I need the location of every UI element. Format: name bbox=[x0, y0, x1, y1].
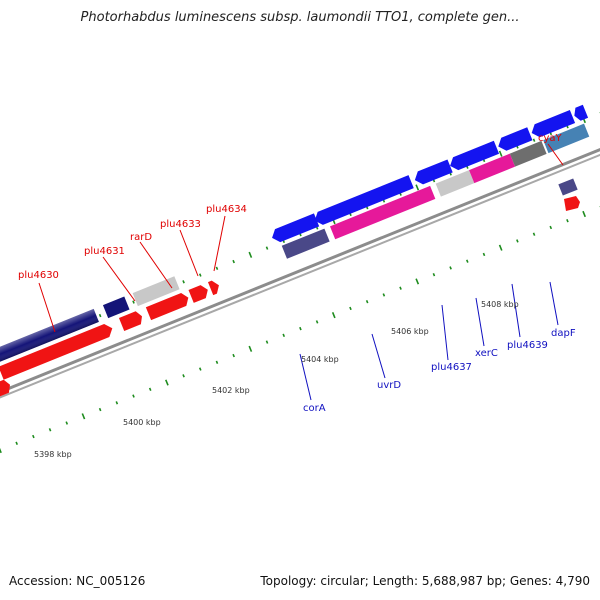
gene-feature-plu4634b[interactable] bbox=[207, 279, 222, 296]
gene-feature-plu4637[interactable] bbox=[435, 170, 475, 197]
inner-track-tick bbox=[465, 259, 469, 263]
outer-track-tick bbox=[98, 313, 102, 318]
inner-track-tick bbox=[132, 394, 135, 398]
inner-tick-track bbox=[0, 205, 600, 454]
inner-track-tick bbox=[32, 434, 35, 439]
gene-label-xerC[interactable]: xerC bbox=[475, 348, 498, 359]
gene-feature-cyaY[interactable] bbox=[558, 178, 578, 196]
inner-track-tick bbox=[549, 225, 553, 230]
gene-feature-plu4630-rev[interactable] bbox=[0, 322, 115, 380]
inner-track-tick bbox=[582, 210, 586, 218]
kbp-label-5406: 5406 kbp bbox=[391, 327, 429, 336]
gene-label-rarD[interactable]: rarD bbox=[130, 232, 152, 243]
gene-label-uvrD[interactable]: uvrD bbox=[377, 380, 401, 391]
gene-feature-plu4631[interactable] bbox=[102, 296, 130, 319]
inner-track-tick bbox=[248, 345, 253, 352]
gene-feature-rarD[interactable] bbox=[132, 276, 180, 307]
outer-track-tick bbox=[232, 259, 235, 264]
outer-track-tick bbox=[198, 273, 202, 277]
accession-text: Accession: NC_005126 bbox=[9, 574, 146, 588]
outer-track-tick bbox=[215, 266, 219, 271]
inner-track-tick bbox=[498, 244, 503, 251]
outer-track-tick bbox=[265, 246, 269, 250]
map-title: Photorhabdus luminescens subsp. laumondi… bbox=[80, 10, 520, 25]
kbp-label-5408: 5408 kbp bbox=[481, 300, 519, 309]
gene-feature-blue-f[interactable] bbox=[572, 104, 589, 122]
inner-track-tick bbox=[282, 333, 286, 338]
gene-feature-blue-e[interactable] bbox=[529, 109, 576, 139]
inner-track-tick bbox=[148, 387, 152, 392]
inner-track-tick bbox=[566, 219, 569, 223]
label-leaders bbox=[38, 143, 564, 401]
inner-track-tick bbox=[365, 299, 369, 304]
inner-track-tick bbox=[115, 401, 119, 405]
inner-track-tick bbox=[432, 272, 436, 277]
kbp-label-5400: 5400 kbp bbox=[123, 418, 161, 427]
gene-feature-corA-fwd[interactable] bbox=[269, 213, 320, 244]
inner-track-tick bbox=[331, 312, 336, 319]
gene-feature-cyaY-rev[interactable] bbox=[564, 196, 580, 211]
inner-track-tick bbox=[0, 446, 2, 454]
outer-track-tick bbox=[415, 184, 420, 191]
kbp-label-5402: 5402 kbp bbox=[212, 386, 250, 395]
outer-track-tick bbox=[498, 150, 503, 157]
gene-feature-plu4639[interactable] bbox=[509, 140, 547, 167]
inner-track-tick bbox=[399, 286, 402, 290]
inner-track-tick bbox=[198, 367, 202, 371]
outer-track-tick bbox=[532, 138, 536, 142]
inner-track-tick bbox=[415, 278, 420, 285]
gene-feature-blue-a[interactable] bbox=[312, 175, 414, 227]
outer-track-tick bbox=[248, 251, 253, 258]
inner-track-tick bbox=[232, 353, 235, 358]
inner-track-tick bbox=[65, 421, 69, 425]
inner-track-tick bbox=[349, 306, 352, 311]
inner-track-tick bbox=[48, 428, 52, 432]
inner-track-tick bbox=[182, 374, 185, 378]
gene-feature-plu4631-rev[interactable] bbox=[118, 310, 145, 332]
kbp-label-5404: 5404 kbp bbox=[301, 355, 339, 364]
inner-track-tick bbox=[382, 293, 386, 297]
inner-track-tick bbox=[15, 441, 18, 445]
inner-track-tick bbox=[482, 252, 486, 257]
gene-label-corA[interactable]: corA bbox=[303, 403, 326, 414]
gene-feature-dapF[interactable] bbox=[543, 123, 590, 154]
inner-track-tick bbox=[299, 326, 302, 331]
gene-label-plu4633[interactable]: plu4633 bbox=[160, 219, 201, 230]
inner-track-tick bbox=[215, 360, 219, 365]
backbone bbox=[0, 120, 600, 417]
topology-summary: Topology: circular; Length: 5,688,987 bp… bbox=[260, 574, 590, 588]
gene-feature-xerC[interactable] bbox=[469, 153, 516, 184]
outer-track-tick bbox=[182, 280, 185, 284]
inner-track-tick bbox=[98, 407, 102, 412]
gene-label-plu4630[interactable]: plu4630 bbox=[18, 270, 59, 281]
gene-feature-blue-d[interactable] bbox=[496, 127, 533, 153]
kbp-label-5398: 5398 kbp bbox=[34, 450, 72, 459]
inner-track-tick bbox=[165, 379, 169, 386]
gene-label-cyaY[interactable]: cyaY bbox=[538, 133, 563, 144]
inner-track-tick bbox=[516, 239, 519, 243]
gene-feature-blue-c[interactable] bbox=[447, 140, 500, 173]
gene-label-plu4631[interactable]: plu4631 bbox=[84, 246, 125, 257]
gene-feature-blue-b[interactable] bbox=[412, 159, 453, 186]
gene-label-plu4639[interactable]: plu4639 bbox=[507, 340, 548, 351]
gene-feature-plu4633[interactable] bbox=[145, 291, 191, 321]
gene-feature-plu4634[interactable] bbox=[188, 283, 210, 303]
inner-track-tick bbox=[81, 413, 86, 420]
outer-track-tick bbox=[132, 300, 135, 304]
gene-label-dapF[interactable]: dapF bbox=[551, 328, 576, 339]
gene-features bbox=[0, 104, 590, 407]
gene-label-plu4637[interactable]: plu4637 bbox=[431, 362, 472, 373]
inner-track-tick bbox=[265, 340, 269, 344]
inner-track-tick bbox=[315, 320, 319, 324]
inner-track-tick bbox=[449, 266, 452, 270]
inner-track-tick bbox=[532, 232, 536, 236]
gene-feature-uvrD[interactable] bbox=[329, 185, 436, 240]
gene-label-plu4634[interactable]: plu4634 bbox=[206, 204, 247, 215]
gene-feature-corA[interactable] bbox=[281, 228, 330, 259]
